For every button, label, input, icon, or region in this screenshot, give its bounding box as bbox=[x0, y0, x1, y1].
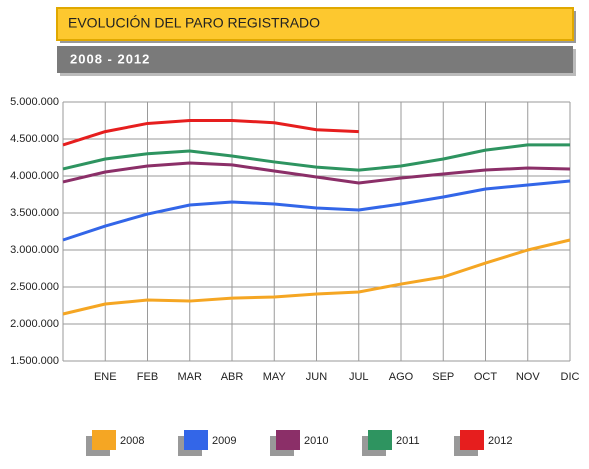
line-series bbox=[62, 161, 571, 185]
x-tick-label: MAY bbox=[263, 371, 287, 383]
subtitle-box bbox=[57, 46, 573, 73]
chart-title: EVOLUCIÓN DEL PARO REGISTRADO bbox=[68, 15, 320, 31]
title-box bbox=[56, 7, 574, 41]
x-tick-label: FEB bbox=[137, 371, 158, 383]
legend-label: 2010 bbox=[304, 435, 328, 447]
x-tick-label: ABR bbox=[221, 371, 244, 383]
legend-label: 2009 bbox=[212, 435, 236, 447]
x-tick-label: SEP bbox=[432, 371, 454, 383]
line-series bbox=[62, 238, 571, 316]
x-tick-label: JUN bbox=[306, 371, 327, 383]
legend-label: 2008 bbox=[120, 435, 144, 447]
y-tick-label: 3.000.000 bbox=[10, 244, 59, 256]
y-tick-label: 3.500.000 bbox=[10, 207, 59, 219]
y-tick-label: 1.500.000 bbox=[10, 355, 59, 367]
legend-swatch bbox=[460, 430, 484, 450]
legend-swatch bbox=[276, 430, 300, 450]
x-tick-label: OCT bbox=[474, 371, 498, 383]
legend-label: 2012 bbox=[488, 435, 512, 447]
x-tick-label: DIC bbox=[561, 371, 580, 383]
legend-swatch bbox=[184, 430, 208, 450]
legend-swatch bbox=[368, 430, 392, 450]
x-tick-label: MAR bbox=[178, 371, 203, 383]
chart-subtitle: 2008 - 2012 bbox=[70, 51, 150, 66]
x-tick-label: ENE bbox=[94, 371, 117, 383]
y-tick-label: 5.000.000 bbox=[10, 96, 59, 108]
y-tick-label: 2.500.000 bbox=[10, 281, 59, 293]
x-tick-label: NOV bbox=[516, 371, 541, 383]
x-tick-label: AGO bbox=[389, 371, 414, 383]
y-tick-label: 4.500.000 bbox=[10, 133, 59, 145]
legend-label: 2011 bbox=[396, 435, 420, 447]
line-series bbox=[62, 143, 570, 172]
y-tick-label: 4.000.000 bbox=[10, 170, 59, 182]
y-tick-label: 2.000.000 bbox=[10, 318, 59, 330]
line-series bbox=[62, 179, 571, 242]
legend-swatch bbox=[92, 430, 116, 450]
line-series bbox=[62, 119, 359, 147]
x-tick-label: JUL bbox=[349, 371, 369, 383]
